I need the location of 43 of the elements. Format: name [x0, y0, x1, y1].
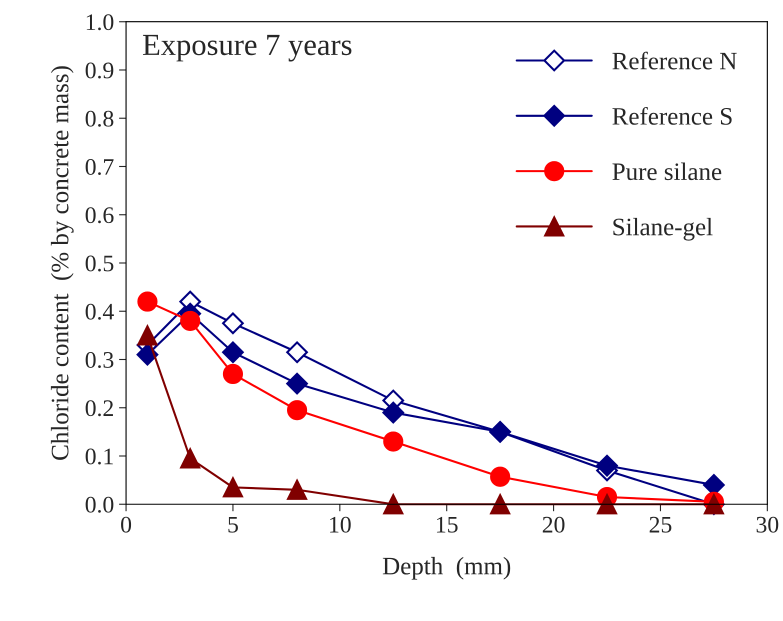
legend-label: Reference N: [612, 52, 737, 70]
y-tick-label: 0.9: [86, 62, 114, 79]
point: [596, 494, 618, 514]
point: [490, 494, 510, 514]
legend-label: Silane-gel: [613, 218, 713, 241]
point: [287, 480, 308, 500]
point: [287, 400, 308, 420]
x-tick-label: 5: [228, 516, 238, 533]
y-tick-label: 0.1: [86, 448, 113, 465]
y-tick-label: 0.4: [86, 304, 114, 320]
y-tick-label: 0.7: [86, 158, 114, 176]
point: [596, 454, 618, 477]
point: [286, 341, 308, 364]
annotation: Exposure 7 years: [142, 34, 352, 62]
legend-label: Pure silane: [612, 162, 722, 180]
y-tick-label: 0.0: [86, 496, 114, 513]
point: [222, 312, 244, 334]
x-axis-title: Depth (mm): [382, 556, 510, 580]
point: [222, 364, 244, 384]
point: [137, 292, 158, 312]
y-tick-label: 0.8: [86, 110, 114, 127]
point: [490, 466, 510, 487]
x-tick-label: 0: [121, 516, 132, 533]
y-tick-label: 0.3: [86, 352, 114, 368]
y-tick-label: 0.6: [86, 207, 114, 224]
point: [286, 372, 308, 394]
y-tick-label: 1.0: [86, 14, 114, 30]
point: [180, 310, 200, 331]
x-tick-label: 20: [542, 516, 564, 533]
x-tick-label: 10: [330, 516, 351, 533]
point: [382, 402, 404, 424]
y-tick-label: 0.5: [86, 255, 114, 272]
point: [222, 477, 244, 498]
x-tick-label: 25: [650, 516, 672, 533]
y-axis-title: Chloride content (% by concrete mass): [50, 66, 74, 460]
x-tick-label: 30: [756, 516, 778, 533]
y-tick-label: 0.2: [86, 400, 113, 416]
legend-label: Reference S: [612, 106, 732, 125]
point: [383, 431, 404, 452]
point: [222, 341, 244, 364]
point: [383, 494, 404, 514]
point: [180, 448, 200, 468]
x-tick-label: 15: [436, 516, 458, 533]
